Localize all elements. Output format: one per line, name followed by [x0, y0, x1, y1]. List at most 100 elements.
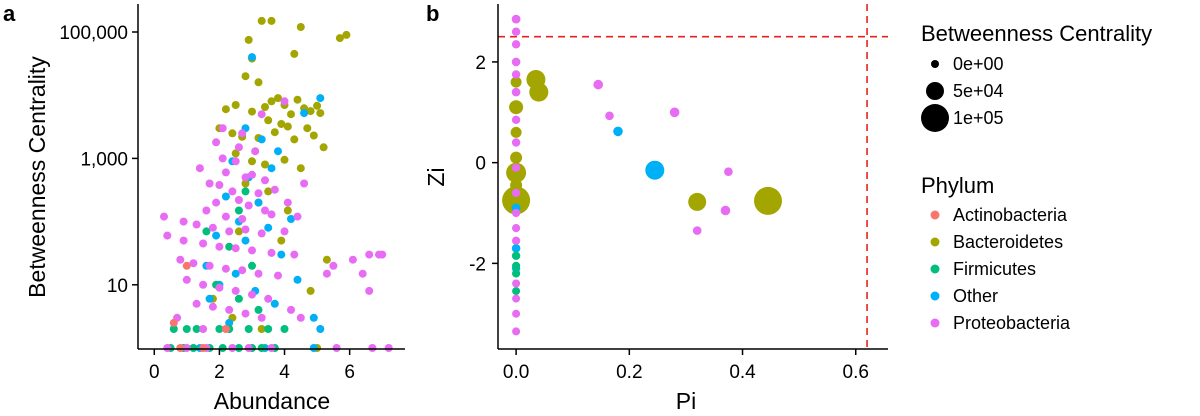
panel-a-point-bacteroidetes-7: [290, 49, 299, 58]
panel-a-ticks: 0 2 4 6 10 1,000 100,000: [59, 23, 355, 383]
panel-a-point-proteobacteria-3: [238, 129, 247, 138]
panel-b-point-proteobacteria-3: [511, 57, 521, 67]
panel-a-point-bacteroidetes-4: [342, 30, 351, 39]
panel-b-point-proteobacteria-13: [512, 279, 521, 288]
panel-a-point-proteobacteria-24: [283, 198, 292, 207]
panel-b-reference-lines: [498, 4, 888, 349]
panel-a-point-proteobacteria-19: [300, 179, 309, 188]
legend-color-key-other: [930, 291, 940, 301]
legend-size-items: 0e+00 5e+04 1e+05: [921, 54, 1004, 132]
panel-a-point-proteobacteria-60: [208, 302, 217, 311]
panel-a-point-proteobacteria-53: [182, 275, 191, 284]
panel-a-point-other-9: [221, 192, 230, 201]
panel-a-point-proteobacteria-78: [244, 344, 253, 352]
legend-color-key-bacteroidetes: [930, 237, 940, 247]
panel-a-point-proteobacteria-52: [274, 271, 282, 280]
panel-a-point-bacteroidetes-25: [283, 122, 292, 131]
panel-b-point-proteobacteria-8: [511, 163, 521, 172]
panel-a-point-proteobacteria-51: [254, 269, 263, 278]
panel-b-point-proteobacteria-17: [593, 79, 603, 90]
panel-a-point-proteobacteria-46: [176, 255, 185, 264]
panel-a-point-other-2: [300, 109, 309, 118]
panel-a-point-proteobacteria-31: [179, 217, 188, 226]
panel-a-point-proteobacteria-43: [248, 246, 256, 255]
panel-a-point-bacteroidetes-40: [241, 179, 250, 188]
panel-a-point-other-0: [248, 53, 256, 62]
panel-b: b 0.0 0.2 0.4 0.6 -2 0 2 Pi Zi: [423, 1, 888, 414]
panel-a-point-bacteroidetes-17: [287, 110, 295, 119]
panel-a-point-firmicutes-11: [215, 325, 224, 333]
panel-a-point-proteobacteria-35: [241, 225, 250, 234]
panel-b-y-tick-label: -2: [469, 254, 486, 275]
legend-color-label-actinobacteria: Actinobacteria: [953, 205, 1068, 225]
panel-b-point-proteobacteria-12: [511, 236, 521, 245]
panel-a-point-bacteroidetes-43: [283, 206, 292, 215]
panel-a-point-proteobacteria-63: [257, 313, 266, 322]
panel-a-point-other-25: [225, 318, 234, 327]
panel-b-x-tick-label: 0.6: [843, 362, 869, 383]
panel-a-point-proteobacteria-13: [261, 176, 269, 185]
panel-b-point-proteobacteria-21: [724, 167, 733, 176]
panel-b-point-proteobacteria-14: [512, 294, 521, 303]
panel-a-point-proteobacteria-58: [264, 294, 273, 303]
panel-a-point-proteobacteria-39: [179, 236, 188, 245]
panel-a-point-actinobacteria-2: [199, 344, 208, 352]
panel-b-point-proteobacteria-18: [605, 111, 614, 121]
panel-a-point-proteobacteria-4: [212, 138, 221, 147]
panel-a-point-proteobacteria-6: [251, 147, 260, 156]
panel-a-point-proteobacteria-66: [348, 255, 357, 264]
panel-a-point-proteobacteria-73: [329, 261, 338, 270]
panel-a-point-proteobacteria-0: [280, 97, 289, 106]
panel-a-point-proteobacteria-17: [254, 189, 263, 198]
panel-a-point-bacteroidetes-34: [319, 143, 328, 152]
panel-a-point-proteobacteria-42: [231, 244, 240, 253]
panel-a-point-bacteroidetes-50: [306, 286, 315, 295]
panel-b-point-bacteroidetes-6: [510, 76, 522, 88]
panel-a-point-bacteroidetes-9: [254, 78, 263, 87]
panel-a-letter: a: [3, 1, 16, 26]
panel-a-point-other-5: [274, 147, 282, 156]
panel-a-point-bacteroidetes-28: [228, 129, 237, 138]
panel-a-point-proteobacteria-64: [287, 305, 295, 314]
panel-a-point-firmicutes-9: [182, 325, 191, 333]
panel-a-point-bacteroidetes-26: [303, 124, 312, 133]
legend-color-title: Phylum: [921, 173, 994, 198]
panel-a-point-proteobacteria-72: [322, 269, 331, 278]
panel-a-y-tick-label: 10: [107, 276, 128, 297]
panel-a-point-bacteroidetes-15: [274, 94, 282, 103]
panel-b-points: [502, 14, 782, 336]
panel-a-point-proteobacteria-10: [221, 168, 230, 177]
panel-a-point-proteobacteria-36: [257, 229, 266, 238]
panel-a-point-bacteroidetes-12: [248, 107, 256, 116]
panel-b-y-tick-label: 0: [475, 154, 486, 175]
panel-a-x-tick-label: 2: [214, 362, 225, 383]
panel-a-point-proteobacteria-69: [378, 250, 387, 259]
panel-a-point-proteobacteria-65: [296, 313, 305, 322]
panel-a-point-proteobacteria-8: [231, 157, 240, 166]
panel-a-point-actinobacteria-4: [221, 325, 230, 333]
panel-b-y-tick-label: 2: [475, 53, 486, 74]
panel-a-point-bacteroidetes-46: [322, 255, 331, 264]
panel-a-point-proteobacteria-44: [267, 248, 276, 257]
panel-a-point-firmicutes-14: [264, 325, 273, 333]
legend-size-label-1: 5e+04: [953, 81, 1004, 101]
panel-a-point-firmicutes-1: [234, 206, 243, 215]
panel-a-point-proteobacteria-67: [365, 250, 374, 259]
legend-size-label-0: 0e+00: [953, 54, 1004, 74]
panel-a-point-proteobacteria-41: [215, 242, 224, 251]
legend-color-key-firmicutes: [930, 264, 940, 274]
panel-a-point-proteobacteria-70: [358, 269, 367, 278]
panel-a-point-firmicutes-10: [192, 325, 201, 333]
panel-a-point-firmicutes-8: [169, 325, 178, 333]
panel-a-point-proteobacteria-80: [332, 344, 341, 352]
panel-b-letter: b: [426, 1, 439, 26]
panel-a-point-proteobacteria-57: [248, 290, 256, 299]
panel-a-point-bacteroidetes-0: [257, 16, 266, 25]
panel-a-point-firmicutes-0: [241, 187, 250, 196]
panel-a-points: [160, 16, 393, 352]
panel-a-point-proteobacteria-75: [182, 344, 191, 352]
panel-a-point-proteobacteria-62: [241, 309, 250, 318]
panel-b-point-firmicutes-1: [511, 261, 521, 270]
panel-a-point-bacteroidetes-8: [241, 72, 250, 81]
panel-a-point-bacteroidetes-35: [231, 149, 240, 158]
